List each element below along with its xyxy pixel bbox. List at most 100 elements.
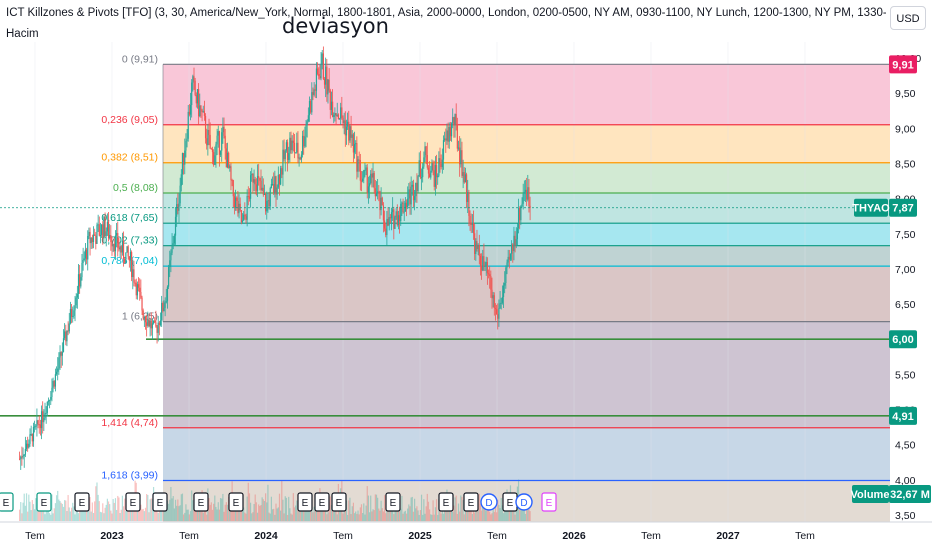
candle-body-89 bbox=[121, 240, 123, 253]
volume-bar-73 bbox=[103, 513, 105, 521]
volume-bar-60 bbox=[88, 509, 90, 521]
volume-bar-314 bbox=[381, 508, 383, 521]
x-tick-label-10: Tem bbox=[795, 530, 815, 542]
candle-body-437 bbox=[523, 191, 525, 194]
candle-body-221 bbox=[274, 176, 276, 193]
event-marker-13 bbox=[480, 493, 498, 511]
candle-body-186 bbox=[233, 196, 236, 208]
candle-body-270 bbox=[330, 101, 333, 110]
volume-bar-254 bbox=[312, 512, 314, 521]
candle-body-63 bbox=[91, 237, 93, 242]
chart-annotation[interactable]: deviasyon bbox=[282, 14, 389, 38]
volume-bar-74 bbox=[104, 507, 106, 521]
fib-zone-7 bbox=[163, 321, 890, 428]
indicator-title[interactable]: ICT Killzones & Pivots [TFO] (3, 30, Ame… bbox=[6, 7, 886, 19]
candle-body-31 bbox=[54, 374, 57, 387]
candle-body-126 bbox=[164, 302, 166, 308]
volume-bar-408 bbox=[490, 514, 492, 521]
volume-indicator-label[interactable]: Hacim bbox=[6, 28, 39, 40]
volume-bar-284 bbox=[347, 514, 349, 521]
volume-bar-212 bbox=[263, 500, 266, 521]
candle-body-77 bbox=[107, 221, 110, 239]
event-marker-label-11: E bbox=[443, 498, 450, 509]
candle-body-149 bbox=[191, 82, 193, 106]
volume-bar-374 bbox=[450, 502, 453, 521]
volume-bar-245 bbox=[301, 507, 304, 521]
candle-body-203 bbox=[253, 179, 255, 183]
volume-bar-75 bbox=[105, 504, 107, 521]
volume-bar-167 bbox=[211, 509, 214, 521]
event-marker-6 bbox=[228, 492, 244, 512]
candle-body-373 bbox=[449, 126, 452, 137]
candle-body-152 bbox=[194, 80, 196, 95]
volume-bar-62 bbox=[90, 511, 92, 521]
candle-body-102 bbox=[136, 284, 139, 296]
volume-bar-139 bbox=[179, 505, 181, 521]
candle-body-381 bbox=[459, 147, 461, 165]
volume-bar-180 bbox=[226, 504, 229, 521]
candle-body-188 bbox=[236, 197, 238, 202]
candle-body-29 bbox=[52, 381, 54, 388]
candle-body-339 bbox=[410, 186, 412, 205]
candle-body-106 bbox=[141, 297, 143, 311]
volume-bar-118 bbox=[155, 510, 157, 521]
candle-body-408 bbox=[490, 276, 492, 290]
candle-body-198 bbox=[247, 195, 249, 197]
candle-body-394 bbox=[474, 233, 476, 254]
candle-body-369 bbox=[445, 138, 447, 141]
volume-bar-22 bbox=[44, 514, 46, 521]
volume-bar-267 bbox=[327, 512, 329, 521]
candle-body-354 bbox=[427, 167, 430, 174]
candle-body-16 bbox=[37, 420, 39, 425]
price-badge-2 bbox=[889, 330, 917, 349]
candle-body-20 bbox=[42, 411, 44, 423]
volume-bar-136 bbox=[176, 505, 178, 521]
volume-bar-269 bbox=[329, 496, 331, 521]
volume-bar-173 bbox=[218, 509, 221, 521]
candle-body-144 bbox=[185, 141, 187, 151]
volume-bar-234 bbox=[289, 508, 291, 521]
volume-bar-46 bbox=[72, 502, 74, 521]
candle-body-44 bbox=[69, 309, 72, 324]
candle-body-200 bbox=[250, 175, 252, 199]
candle-body-412 bbox=[494, 308, 497, 310]
candle-body-30 bbox=[53, 381, 55, 387]
volume-bar-289 bbox=[352, 502, 354, 521]
volume-bar-238 bbox=[293, 507, 296, 521]
currency-button[interactable]: USD bbox=[890, 6, 926, 30]
candle-body-73 bbox=[103, 216, 105, 239]
candle-body-42 bbox=[67, 330, 69, 332]
candle-body-8 bbox=[28, 443, 30, 448]
candle-body-288 bbox=[351, 134, 353, 138]
volume-bar-341 bbox=[412, 511, 415, 521]
volume-bar-328 bbox=[397, 505, 400, 521]
volume-bar-342 bbox=[414, 498, 416, 521]
x-axis: Tem 2023 Tem 2024 Tem 2025 Tem 2026 Tem 2027 Tem bbox=[25, 530, 815, 542]
volume-bar-439 bbox=[526, 505, 528, 521]
event-marker-label-6: E bbox=[233, 498, 240, 509]
volume-bar-360 bbox=[434, 507, 436, 521]
volume-bar-433 bbox=[519, 503, 521, 521]
candle-body-427 bbox=[512, 244, 514, 252]
fib-label-3: 0,5 (8,08) bbox=[113, 182, 158, 194]
event-marker-label-2: E bbox=[79, 498, 86, 509]
candle-body-329 bbox=[398, 215, 401, 222]
volume-bar-332 bbox=[402, 513, 404, 521]
volume-bar-415 bbox=[498, 504, 500, 521]
volume-bar-114 bbox=[150, 498, 152, 521]
candle-body-334 bbox=[404, 202, 406, 212]
volume-bar-162 bbox=[206, 514, 208, 521]
event-marker-label-1: E bbox=[41, 498, 48, 509]
volume-bar-155 bbox=[198, 503, 200, 521]
time-axis[interactable] bbox=[0, 522, 890, 550]
candle-body-125 bbox=[163, 307, 165, 312]
candle-body-281 bbox=[343, 120, 345, 124]
x-tick-label-1: 2023 bbox=[100, 530, 124, 542]
volume-bar-335 bbox=[405, 513, 408, 521]
candle-body-32 bbox=[55, 371, 58, 375]
volume-bar-9 bbox=[29, 501, 31, 521]
price-axis[interactable] bbox=[890, 42, 932, 528]
candle-body-192 bbox=[240, 210, 242, 223]
